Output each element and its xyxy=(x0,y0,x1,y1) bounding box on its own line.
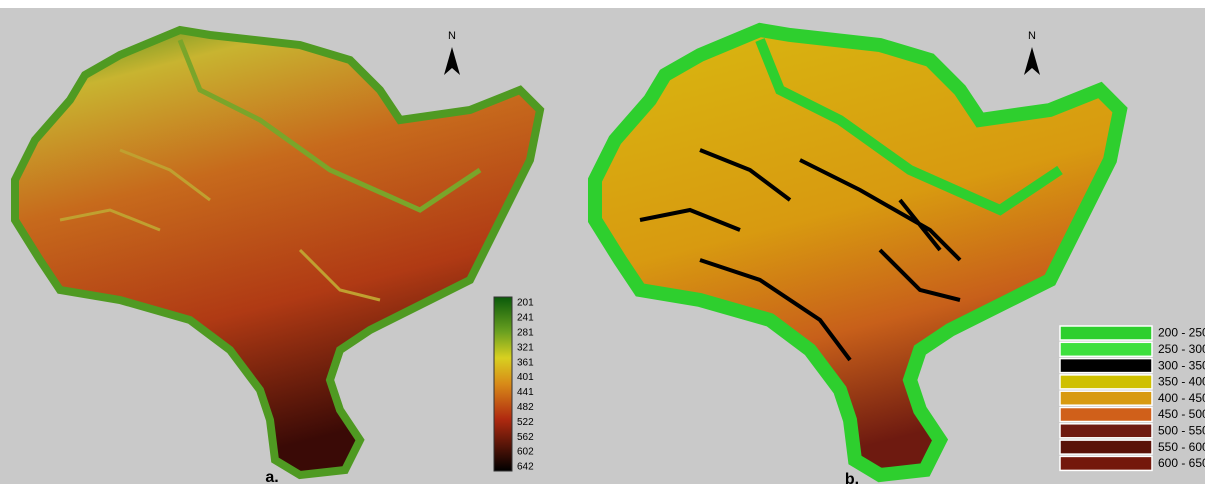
colorbar-label: 361 xyxy=(517,357,534,368)
legend-label: 550 - 600 m xyxy=(1158,440,1205,454)
colorbar-label: 321 xyxy=(517,342,534,353)
colorbar-label: 562 xyxy=(517,432,534,443)
legend-label: 300 - 350 m xyxy=(1158,358,1205,372)
legend-swatch xyxy=(1060,375,1152,389)
page: N 201 241 281 321 361 401 441 482 522 562 602 642 a… xyxy=(0,0,1205,484)
map-a xyxy=(15,30,540,475)
legend-swatch xyxy=(1060,424,1152,438)
map-b xyxy=(595,30,1120,475)
legend-label: 350 - 400 m xyxy=(1158,375,1205,389)
legend-label: 500 - 550 m xyxy=(1158,423,1205,437)
north-arrow-a: N xyxy=(444,30,460,75)
panel-label: b. xyxy=(845,471,859,484)
legend-swatch xyxy=(1060,342,1152,356)
legend-swatch xyxy=(1060,326,1152,340)
colorbar xyxy=(494,297,512,471)
north-label: N xyxy=(448,30,456,42)
colorbar-label: 522 xyxy=(517,417,534,428)
legend-swatch xyxy=(1060,440,1152,454)
north-label: N xyxy=(1028,30,1036,42)
colorbar-label: 241 xyxy=(517,313,534,324)
legend-label: 250 - 300 m xyxy=(1158,342,1205,356)
legend-swatch xyxy=(1060,408,1152,422)
legend-label: 450 - 500 m xyxy=(1158,407,1205,421)
legend-label: 200 - 250 m xyxy=(1158,326,1205,340)
panel-label: a. xyxy=(265,469,278,484)
top-margin xyxy=(0,0,1205,8)
legend-swatch xyxy=(1060,359,1152,373)
colorbar-label: 441 xyxy=(517,387,534,398)
legend-swatch xyxy=(1060,391,1152,405)
north-arrow-b: N xyxy=(1024,30,1040,75)
colorbar-label: 642 xyxy=(517,462,534,473)
colorbar-label: 482 xyxy=(517,402,534,413)
figure: N 201 241 281 321 361 401 441 482 522 562 602 642 a… xyxy=(0,0,1205,484)
legend-label: 600 - 650 m xyxy=(1158,456,1205,470)
legend-label: 400 - 450 m xyxy=(1158,391,1205,405)
colorbar-label: 401 xyxy=(517,372,534,383)
colorbar-label: 281 xyxy=(517,327,534,338)
colorbar-label: 201 xyxy=(517,298,534,309)
legend-swatch xyxy=(1060,456,1152,470)
colorbar-label: 602 xyxy=(517,447,534,458)
